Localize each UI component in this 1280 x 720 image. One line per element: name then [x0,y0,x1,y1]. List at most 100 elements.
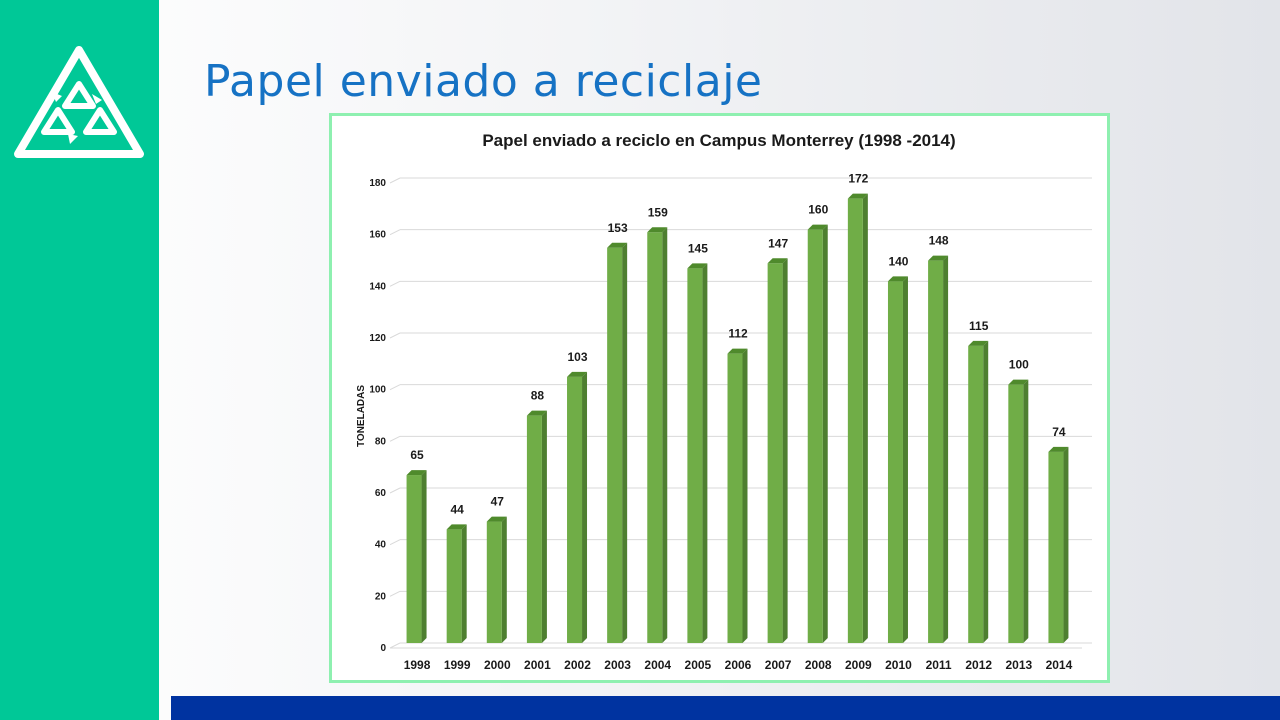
gridline-wall [389,539,401,546]
bar-side [822,224,828,643]
bar-front [607,247,623,643]
bar-top [767,258,788,264]
bar [406,470,427,643]
y-axis-ticks: 0 20 40 60 80 100 120 140 160 180 [369,178,386,654]
bar-front [968,345,984,643]
y-tick-label: 100 [369,385,386,396]
bars [406,193,1069,643]
bar-side [902,276,908,643]
data-label: 145 [688,241,708,255]
bar-top [968,340,989,346]
bar-front [928,260,944,643]
x-tick-label: 2001 [524,658,551,672]
x-tick-label: 2009 [845,658,872,672]
gridline-wall [389,177,401,184]
x-axis-ticks: 1998 1999 2000 2001 2002 2003 2004 2005 2006 2007… [404,658,1073,672]
bar [847,193,868,643]
bar-top [727,348,748,354]
bar-top [486,516,507,522]
bar [567,371,588,643]
x-tick-label: 2008 [805,658,832,672]
data-label: 47 [491,495,505,509]
bar-front [1008,384,1024,643]
x-tick-label: 2013 [1005,658,1032,672]
bar [687,263,708,643]
x-tick-label: 2010 [885,658,912,672]
bottom-accent-bar [171,696,1280,720]
y-tick-label: 0 [380,643,386,654]
gridline-wall [389,435,401,442]
bar-front [526,415,542,643]
slide-title: Papel enviado a reciclaje [204,56,763,107]
bar [1008,379,1029,643]
data-label: 65 [410,448,424,462]
bar-top [687,263,708,269]
bar-top [1048,446,1069,452]
data-label: 74 [1052,425,1066,439]
bar [526,410,547,643]
bar-top [446,524,467,530]
gridline-wall [389,229,401,236]
data-label: 44 [450,502,464,516]
bar-side [1023,379,1029,643]
bar [727,348,748,643]
y-axis-label: TONELADAS [356,385,367,447]
data-label: 148 [929,234,949,248]
x-tick-label: 2012 [965,658,992,672]
bar-front [486,521,502,643]
gridline-wall [389,642,401,649]
y-tick-label: 180 [369,178,386,189]
bar-top [928,255,949,261]
bar-front [807,229,823,643]
bar-side [541,410,547,643]
bar [968,340,989,643]
gridline-wall [389,590,401,597]
bar-side [702,263,708,643]
bar-front [446,529,462,643]
sidebar-band [0,0,159,720]
bar-side [461,524,467,643]
bar [887,276,908,643]
gridline-wall [389,280,401,287]
bar-top [1008,379,1029,385]
bar-front [406,475,422,643]
bar-side [943,255,949,643]
bar-top [647,227,668,233]
bar [647,227,668,643]
y-tick-label: 140 [369,281,386,292]
bar-top [607,242,628,248]
y-tick-label: 40 [375,540,387,551]
data-label: 172 [848,172,868,186]
gridline-wall [389,384,401,391]
bar-side [742,348,748,643]
bar-side [983,340,989,643]
y-tick-label: 160 [369,230,386,241]
bar-front [1048,451,1064,643]
bar-side [1063,446,1069,643]
data-label: 112 [728,327,748,341]
bar-side [501,516,507,643]
data-label: 147 [768,236,788,250]
bar-front [887,281,903,643]
bar [1048,446,1069,643]
data-label: 115 [969,319,989,333]
data-labels: 65 44 47 88 103 153 159 145 112 147 160 172 140 148 11… [410,172,1066,517]
chart-title: Papel enviado a reciclo en Campus Monter… [482,131,955,150]
x-tick-label: 1998 [404,658,431,672]
bar [486,516,507,643]
bar-front [687,268,703,643]
bar-front [647,232,663,643]
bar-top [847,193,868,199]
bar-side [421,470,427,643]
x-tick-label: 2005 [685,658,712,672]
data-label: 153 [608,221,628,235]
x-tick-label: 2003 [604,658,631,672]
bar-top [567,371,588,377]
gridline-wall [389,332,401,339]
data-label: 88 [531,389,545,403]
data-label: 103 [568,350,588,364]
y-tick-label: 80 [375,436,387,447]
data-label: 159 [648,205,668,219]
x-tick-label: 2004 [644,658,671,672]
bar [767,258,788,643]
